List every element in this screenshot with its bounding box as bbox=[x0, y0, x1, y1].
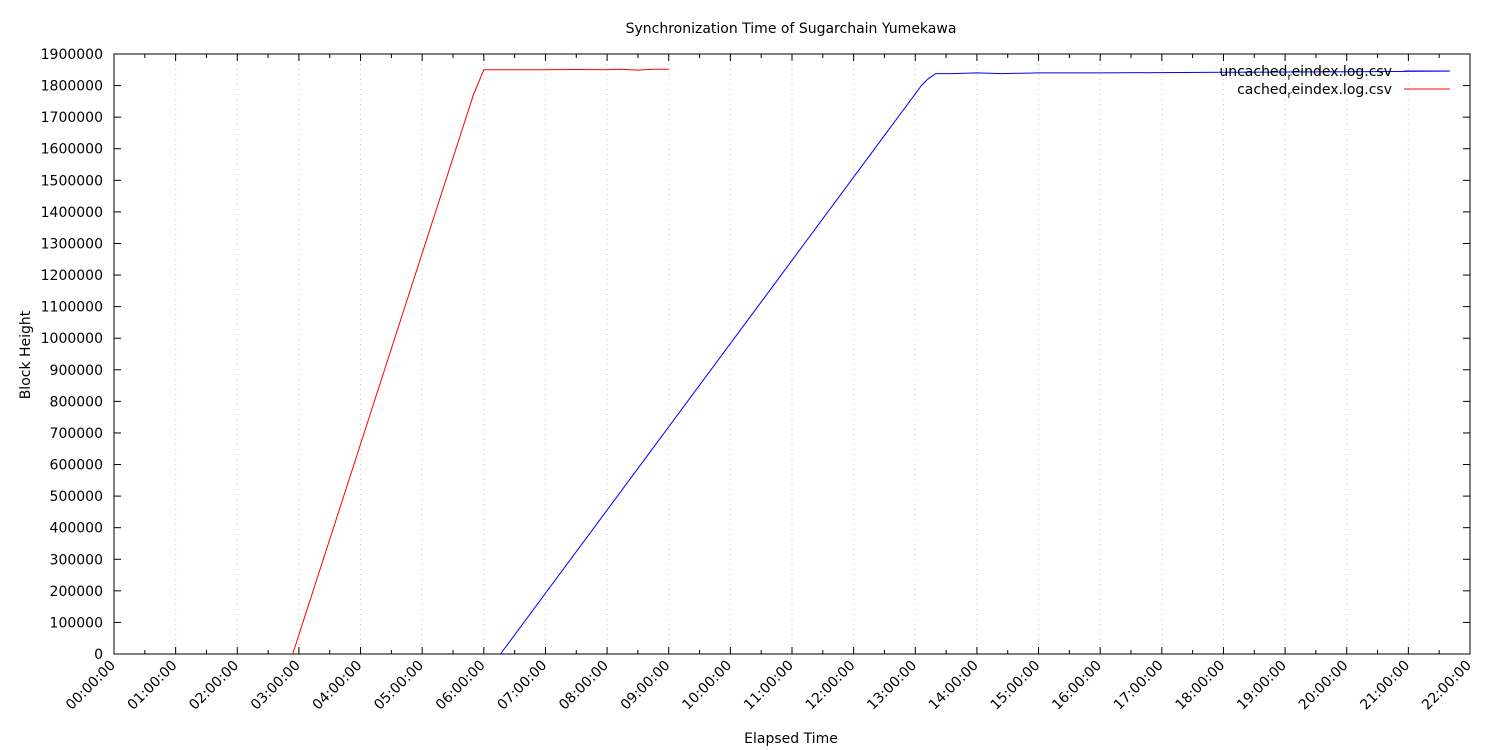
x-tick-label: 10:00:00 bbox=[679, 658, 735, 714]
x-tick-label: 21:00:00 bbox=[1357, 658, 1413, 714]
x-tick-label: 19:00:00 bbox=[1234, 658, 1290, 714]
y-tick-label: 1600000 bbox=[41, 142, 103, 158]
x-tick-label: 17:00:00 bbox=[1111, 658, 1167, 714]
y-tick-label: 500000 bbox=[50, 489, 103, 505]
x-tick-label: 12:00:00 bbox=[803, 658, 859, 714]
y-tick-label: 1200000 bbox=[41, 268, 103, 284]
y-tick-label: 1400000 bbox=[41, 205, 103, 221]
series-layer bbox=[292, 68, 1449, 655]
axis-ticks: 00:00:00 01:00:00 02:00:00 03:00:00 04:00:00… bbox=[41, 47, 1475, 713]
legend-entry-cached: cachedreindex.log.csv bbox=[1237, 82, 1392, 101]
x-tick-label: 15:00:00 bbox=[988, 658, 1044, 714]
y-tick-label: 1500000 bbox=[41, 173, 103, 189]
y-tick-label: 400000 bbox=[50, 521, 103, 537]
y-tick-label: 600000 bbox=[50, 458, 103, 474]
x-axis-label: Elapsed Time bbox=[744, 731, 838, 747]
x-tick-label: 05:00:00 bbox=[371, 658, 427, 714]
chart-title: Synchronization Time of Sugarchain Yumek… bbox=[626, 21, 957, 37]
x-tick-label: 22:00:00 bbox=[1419, 658, 1475, 714]
x-tick-label: 18:00:00 bbox=[1172, 658, 1228, 714]
x-tick-label: 11:00:00 bbox=[741, 658, 797, 714]
y-tick-label: 800000 bbox=[50, 394, 103, 410]
x-tick-label: 09:00:00 bbox=[618, 658, 674, 714]
grid bbox=[175, 54, 1409, 654]
x-tick-label: 01:00:00 bbox=[125, 658, 181, 714]
x-tick-label: 03:00:00 bbox=[248, 658, 304, 714]
y-tick-label: 1700000 bbox=[41, 110, 103, 126]
y-tick-label: 1100000 bbox=[41, 300, 103, 316]
y-axis-label: Block Height bbox=[18, 310, 34, 399]
y-tick-label: 0 bbox=[94, 647, 103, 663]
y-tick-label: 1300000 bbox=[41, 236, 103, 252]
y-tick-label: 700000 bbox=[50, 426, 103, 442]
x-tick-label: 02:00:00 bbox=[186, 658, 242, 714]
legend: uncachedreindex.log.csvcachedreindex.log… bbox=[1219, 64, 1450, 101]
y-tick-label: 1000000 bbox=[41, 331, 103, 347]
x-tick-label: 06:00:00 bbox=[433, 658, 489, 714]
x-tick-label: 04:00:00 bbox=[310, 658, 366, 714]
x-tick-label: 13:00:00 bbox=[864, 658, 920, 714]
y-tick-label: 100000 bbox=[50, 615, 103, 631]
series-line-cached bbox=[292, 68, 669, 655]
x-tick-label: 07:00:00 bbox=[494, 658, 550, 714]
y-tick-label: 900000 bbox=[50, 363, 103, 379]
y-tick-label: 200000 bbox=[50, 584, 103, 600]
x-tick-label: 08:00:00 bbox=[556, 658, 612, 714]
y-tick-label: 300000 bbox=[50, 552, 103, 568]
x-tick-label: 00:00:00 bbox=[63, 658, 119, 714]
x-tick-label: 20:00:00 bbox=[1296, 658, 1352, 714]
x-tick-label: 16:00:00 bbox=[1049, 658, 1105, 714]
legend-entry-uncached: uncachedreindex.log.csv bbox=[1219, 64, 1392, 83]
y-tick-label: 1900000 bbox=[41, 47, 103, 63]
series-line-uncached bbox=[500, 70, 1449, 655]
x-tick-label: 14:00:00 bbox=[926, 658, 982, 714]
y-tick-label: 1800000 bbox=[41, 79, 103, 95]
